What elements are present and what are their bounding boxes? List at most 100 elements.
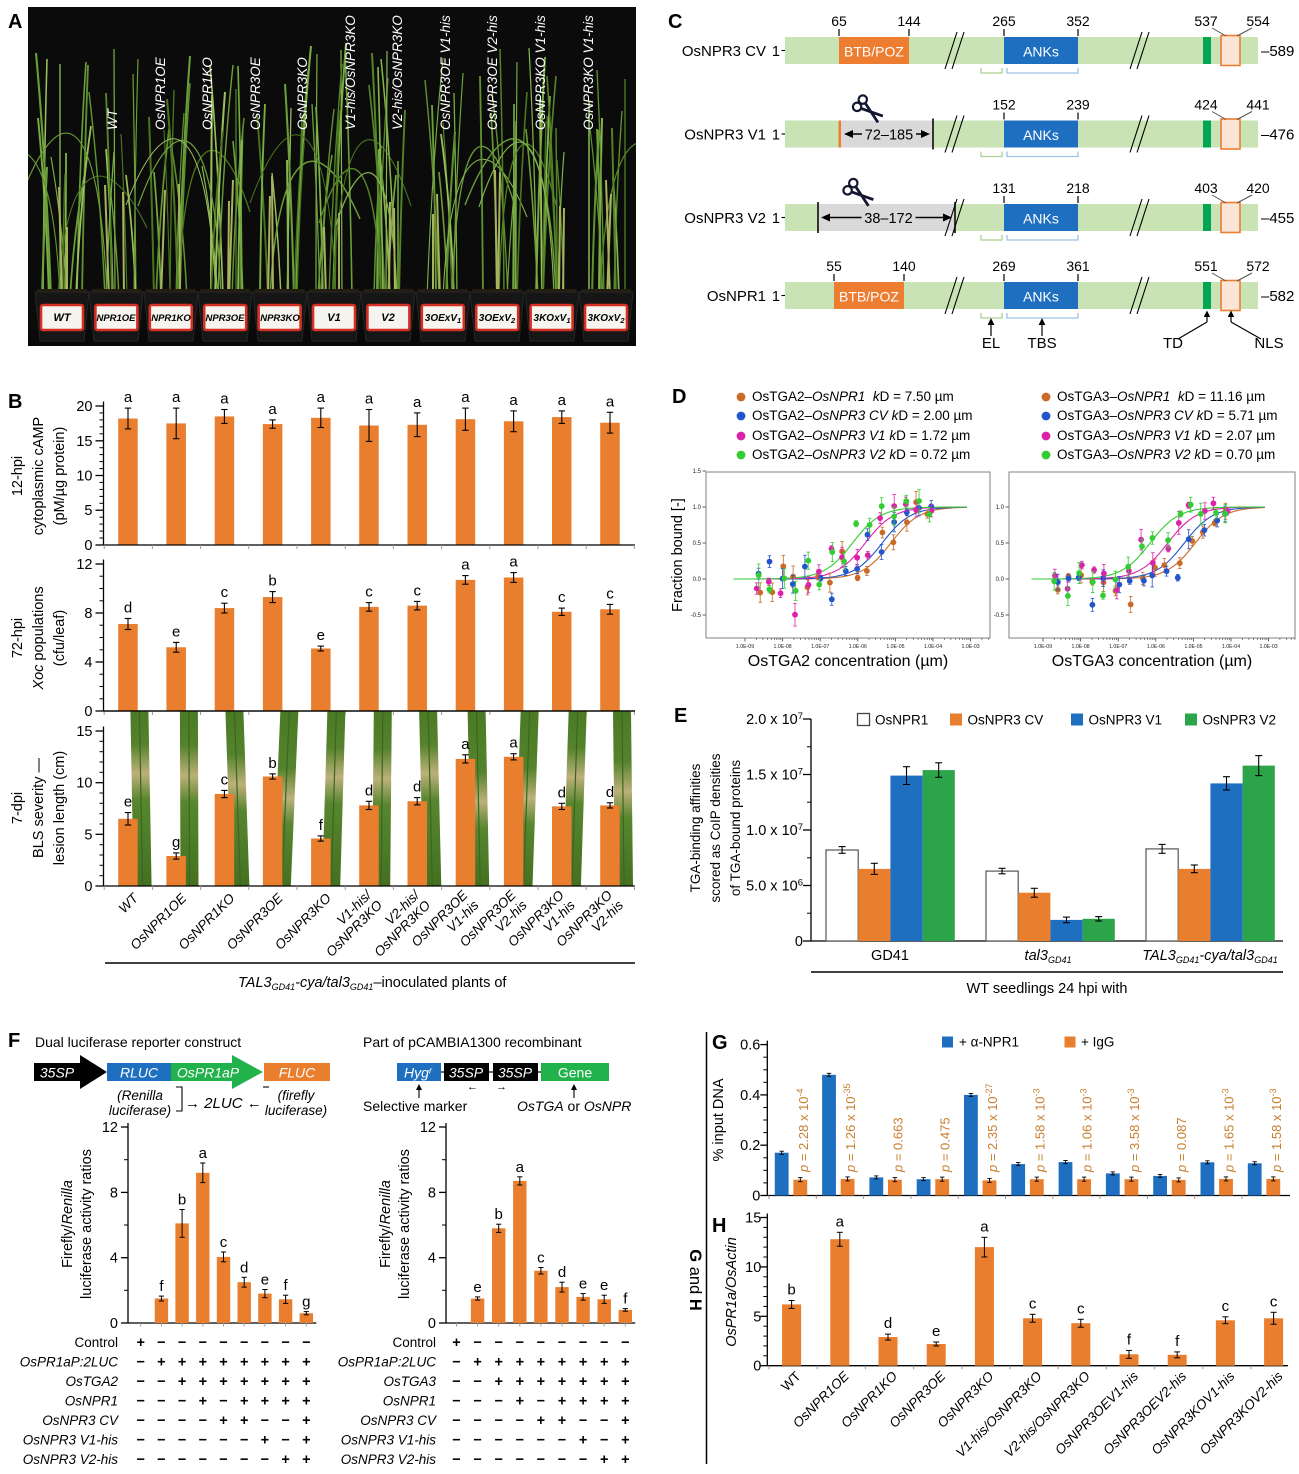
svg-text:+: + — [302, 1452, 310, 1468]
svg-text:−: − — [537, 1433, 545, 1449]
svg-text:+: + — [579, 1374, 587, 1390]
svg-text:0.0: 0.0 — [996, 577, 1005, 583]
svg-text:luciferase activity ratios: luciferase activity ratios — [79, 1149, 95, 1299]
svg-text:OsTGA3–OsNPR3 CV kD = 5.71 µm: OsTGA3–OsNPR3 CV kD = 5.71 µm — [1057, 408, 1278, 423]
svg-text:−: − — [516, 1452, 524, 1468]
svg-text:p = 0.475: p = 0.475 — [938, 1117, 953, 1173]
svg-text:0.5: 0.5 — [693, 541, 702, 547]
svg-text:−: − — [157, 1413, 165, 1429]
svg-text:−: − — [473, 1394, 481, 1410]
svg-text:b: b — [787, 1282, 795, 1299]
svg-text:−: − — [621, 1335, 629, 1351]
svg-text:+: + — [537, 1413, 545, 1429]
svg-text:d: d — [413, 779, 421, 796]
svg-text:152: 152 — [992, 97, 1016, 113]
svg-text:a: a — [558, 392, 567, 409]
svg-text:−: − — [178, 1394, 186, 1410]
svg-text:72–185: 72–185 — [865, 128, 913, 144]
svg-text:OsTGA3 concentration (µm): OsTGA3 concentration (µm) — [1052, 653, 1252, 670]
svg-text:+: + — [600, 1394, 608, 1410]
svg-text:OsPR1aP: OsPR1aP — [177, 1065, 240, 1081]
svg-text:-0.5: -0.5 — [691, 613, 702, 619]
svg-text:C: C — [668, 11, 682, 33]
svg-text:1.0E-04: 1.0E-04 — [1222, 644, 1240, 650]
svg-text:luciferase): luciferase) — [109, 1103, 171, 1118]
svg-text:+: + — [600, 1452, 608, 1468]
svg-text:GD41: GD41 — [871, 948, 909, 964]
svg-text:→: → — [496, 1081, 507, 1093]
svg-text:−: − — [136, 1433, 144, 1449]
svg-text:−: − — [178, 1452, 186, 1468]
svg-text:OsTGA2: OsTGA2 — [65, 1374, 118, 1389]
svg-text:269: 269 — [992, 258, 1016, 274]
svg-text:−: − — [452, 1433, 460, 1449]
svg-text:−: − — [157, 1394, 165, 1410]
svg-text:4: 4 — [428, 1251, 436, 1267]
svg-text:0: 0 — [84, 704, 92, 720]
svg-text:OsNPR3OE V1-his: OsNPR3OE V1-his — [438, 15, 453, 130]
svg-text:239: 239 — [1066, 97, 1090, 113]
svg-text:403: 403 — [1194, 180, 1218, 196]
svg-text:a: a — [461, 389, 470, 406]
svg-text:a: a — [836, 1213, 845, 1230]
svg-text:OsNPR3OEV1-his: OsNPR3OEV1-his — [1052, 1368, 1141, 1457]
svg-text:537: 537 — [1194, 13, 1218, 29]
svg-text:OsTGA or OsNPR: OsTGA or OsNPR — [517, 1098, 631, 1114]
svg-text:a: a — [509, 554, 518, 571]
svg-text:OsNPR1: OsNPR1 — [707, 288, 766, 305]
svg-text:−: − — [473, 1335, 481, 1351]
svg-text:−: − — [219, 1452, 227, 1468]
svg-text:+: + — [516, 1394, 524, 1410]
svg-text:TAL3GD41-cya/tal3GD41–inoculat: TAL3GD41-cya/tal3GD41–inoculated plants … — [238, 975, 507, 992]
svg-text:8: 8 — [84, 606, 92, 622]
svg-text:−: − — [600, 1433, 608, 1449]
svg-text:A: A — [8, 11, 22, 33]
svg-text:OsTGA3–OsNPR3 V2 kD = 0.70 µm: OsTGA3–OsNPR3 V2 kD = 0.70 µm — [1057, 447, 1275, 462]
svg-text:a: a — [365, 391, 374, 408]
svg-text:+: + — [579, 1433, 587, 1449]
svg-text:ANKs: ANKs — [1023, 127, 1059, 143]
svg-text:−: − — [452, 1413, 460, 1429]
svg-text:p = 0.663: p = 0.663 — [890, 1117, 905, 1173]
svg-text:−: − — [199, 1413, 207, 1429]
svg-text:−: − — [452, 1394, 460, 1410]
svg-text:Xoc populations: Xoc populations — [31, 586, 47, 690]
svg-text:TGA-binding affinities: TGA-binding affinities — [688, 763, 703, 892]
svg-text:−: − — [136, 1355, 144, 1371]
svg-text:b: b — [178, 1192, 186, 1209]
svg-text:−: − — [219, 1433, 227, 1449]
svg-text:d: d — [240, 1259, 248, 1276]
svg-text:BLS severity —: BLS severity — — [31, 758, 47, 858]
svg-text:441: 441 — [1246, 97, 1270, 113]
svg-text:OsNPR3 CV: OsNPR3 CV — [968, 713, 1044, 728]
svg-text:f: f — [284, 1277, 289, 1294]
svg-text:(pM/µg protein): (pM/µg protein) — [52, 427, 68, 526]
svg-text:OsNPR3KO V1-his: OsNPR3KO V1-his — [533, 15, 548, 130]
svg-text:V1-his/OsNPR3KO: V1-his/OsNPR3KO — [343, 15, 358, 130]
svg-text:Fraction bound [-]: Fraction bound [-] — [670, 498, 686, 612]
svg-text:NLS: NLS — [1254, 335, 1283, 352]
svg-text:G: G — [712, 1032, 728, 1054]
svg-text:+: + — [558, 1355, 566, 1371]
svg-text:OsNPR3OE: OsNPR3OE — [248, 56, 263, 130]
svg-text:−: − — [281, 1433, 289, 1449]
svg-text:140: 140 — [892, 258, 916, 274]
svg-text:−: − — [199, 1452, 207, 1468]
svg-text:5.0 x 106: 5.0 x 106 — [746, 878, 803, 895]
svg-text:+: + — [178, 1374, 186, 1390]
svg-text:OsNPR3KO V1-his: OsNPR3KO V1-his — [581, 15, 596, 130]
svg-text:−: − — [136, 1413, 144, 1429]
svg-text:p = 0.087: p = 0.087 — [1174, 1117, 1189, 1173]
svg-text:361: 361 — [1066, 258, 1090, 274]
svg-text:5: 5 — [84, 827, 92, 843]
svg-text:0.0: 0.0 — [693, 577, 702, 583]
svg-text:+: + — [302, 1374, 310, 1390]
svg-text:−: − — [516, 1433, 524, 1449]
svg-text:−: − — [240, 1452, 248, 1468]
svg-text:−: − — [157, 1452, 165, 1468]
svg-text:e: e — [172, 623, 180, 640]
svg-text:+: + — [621, 1355, 629, 1371]
svg-text:−: − — [558, 1335, 566, 1351]
svg-text:+: + — [621, 1374, 629, 1390]
svg-text:55: 55 — [826, 258, 842, 274]
